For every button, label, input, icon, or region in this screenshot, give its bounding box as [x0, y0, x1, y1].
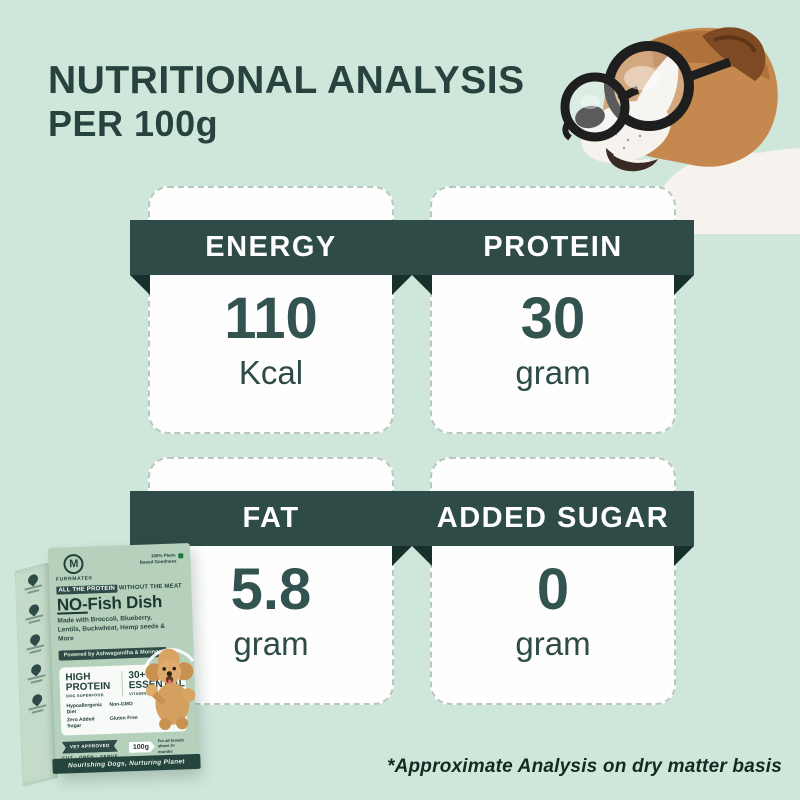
card-ribbon-fat: FAT	[130, 491, 412, 546]
side-panel-icon	[26, 632, 45, 654]
plant-based-claim-text: 100% Plant-Based Goodness	[139, 552, 177, 565]
energy-value: 110	[224, 286, 318, 351]
ribbon-fold-right	[674, 546, 694, 566]
product-description: Made with Broccoli, Blueberry, Lentils, …	[57, 614, 166, 643]
furrmate-logo: M FURRMATE®	[55, 553, 93, 583]
card-ribbon-added-sugar: ADDED SUGAR	[412, 491, 694, 546]
added-sugar-value: 0	[536, 557, 570, 622]
tagline-rest: WITHOUT THE MEAT	[118, 583, 182, 592]
vet-approved-badge: VET APPROVED	[62, 740, 118, 754]
ribbon-fold-right	[674, 275, 694, 295]
card-protein: PROTEIN 30 gram	[412, 186, 694, 434]
fat-unit: gram	[233, 625, 309, 662]
ribbon-fold-right	[392, 275, 412, 295]
ribbon-fold-left	[412, 275, 432, 295]
product-name: NO-Fish Dish	[56, 592, 163, 615]
side-panel-icon	[25, 602, 44, 624]
feature-item: Hypoallergenic Diet	[66, 702, 103, 716]
poodle-photo	[143, 648, 196, 731]
footnote: *Approximate Analysis on dry matter basi…	[386, 756, 782, 777]
weight-note: For all breeds above 2+ months	[157, 737, 185, 754]
side-panel-icon	[28, 692, 47, 714]
side-panel-icon	[27, 662, 46, 684]
ribbon-fold-right	[392, 546, 412, 566]
card-ribbon-protein: PROTEIN	[412, 220, 694, 275]
card-energy: ENERGY 110 Kcal	[130, 186, 412, 434]
high-protein-title: HIGH PROTEIN	[65, 671, 111, 694]
dog-with-glasses-photo	[560, 27, 800, 234]
card-added-sugar: ADDED SUGAR 0 gram	[412, 457, 694, 705]
energy-unit: Kcal	[238, 354, 304, 391]
furrmate-logo-icon: M	[63, 553, 85, 575]
product-box: M FURRMATE® 100% Plant-Based Goodness AL…	[14, 543, 201, 787]
title-line-1: NUTRITIONAL ANALYSIS	[48, 59, 525, 102]
added-sugar-unit: gram	[515, 625, 591, 662]
brand-name: FURRMATE®	[55, 575, 93, 583]
protein-unit: gram	[515, 354, 591, 391]
ribbon-fold-left	[130, 275, 150, 295]
ribbon-fold-left	[412, 546, 432, 566]
product-box-front: M FURRMATE® 100% Plant-Based Goodness AL…	[47, 543, 201, 774]
plant-based-dot-icon	[178, 553, 184, 559]
plant-based-claim: 100% Plant-Based Goodness	[139, 552, 184, 565]
side-panel-icon	[24, 572, 43, 594]
high-protein-sub: DOG SUPERFOOD	[66, 693, 104, 699]
card-ribbon-energy: ENERGY	[130, 220, 412, 275]
feature-item: Zero Added Sugar	[66, 716, 95, 730]
weight-badge: 100g	[129, 741, 155, 753]
title-line-2: PER 100g	[48, 102, 219, 144]
page-title: NUTRITIONAL ANALYSIS PER 100g	[48, 59, 525, 144]
product-claims-panel: HIGH PROTEIN DOG SUPERFOOD 30+ ESSENTIAL…	[59, 648, 196, 736]
weight-group: 100g For all breeds above 2+ months	[129, 737, 190, 755]
protein-value: 30	[520, 286, 586, 351]
fat-value: 5.8	[230, 557, 312, 622]
